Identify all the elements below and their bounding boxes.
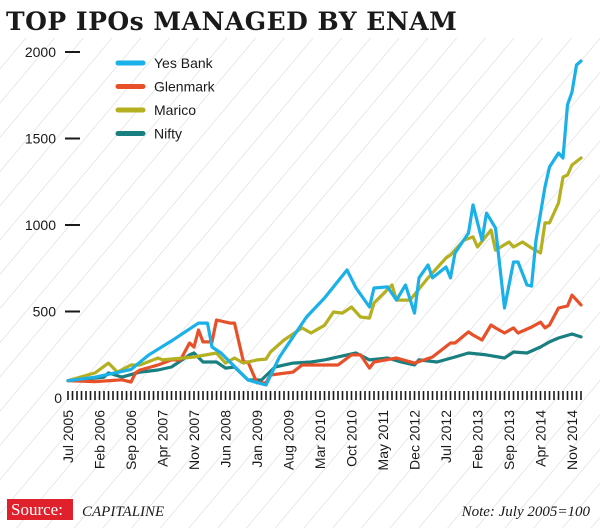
legend-label: Marico	[154, 102, 196, 118]
series-line-nifty	[66, 332, 583, 383]
x-axis: Jul 2005 Feb 2006 Sep 2006 Apr 2007 Nov 2007…	[60, 391, 582, 471]
source-badge	[7, 499, 73, 520]
x-tick-label: Sep 2006	[123, 410, 139, 470]
x-tick-label: Feb 2006	[92, 410, 108, 469]
x-tick-label: Nov 2014	[564, 410, 580, 470]
source-label: Source:	[11, 500, 63, 519]
legend: Yes Bank Glenmark Marico Nifty	[115, 55, 216, 142]
x-tick-label: Feb 2013	[470, 410, 486, 469]
series-line-yes-bank	[66, 59, 583, 387]
x-tick-label: Nov 2007	[186, 410, 202, 470]
y-tick-label: 2000	[25, 44, 56, 60]
footnote: Note: July 2005=100	[461, 504, 591, 520]
y-axis: 0 500 1000 1500 2000	[25, 44, 80, 406]
legend-label: Nifty	[154, 126, 182, 142]
y-tick-label: 1000	[25, 217, 56, 233]
x-tick-label: Sep 2013	[501, 410, 517, 470]
x-tick-label: Aug 2009	[281, 410, 297, 470]
x-tick-label: Jul 2005	[60, 410, 76, 463]
x-tick-label: Oct 2010	[344, 410, 360, 467]
legend-label: Glenmark	[154, 79, 216, 95]
series-lines	[66, 59, 583, 387]
y-tick-label: 500	[33, 304, 57, 320]
chart-title: TOP IPOs MANAGED BY ENAM	[6, 7, 457, 36]
x-tick-label: Dec 2012	[407, 410, 423, 470]
legend-label: Yes Bank	[154, 55, 214, 71]
series-line-marico	[66, 156, 583, 383]
x-tick-label: May 2011	[375, 410, 391, 471]
x-tick-label: Apr 2014	[533, 410, 549, 467]
hatch-background	[0, 38, 600, 528]
source-value: CAPITALINE	[82, 504, 164, 520]
x-tick-label: Jan 2009	[249, 410, 265, 468]
y-tick-label: 1500	[25, 131, 56, 147]
x-tick-label: Jun 2008	[218, 410, 234, 468]
footer: Source: CAPITALINE Note: July 2005=100	[7, 499, 590, 520]
y-tick-label: 0	[54, 390, 62, 406]
x-tick-label: Apr 2007	[155, 410, 171, 467]
x-tick-label: Mar 2010	[312, 410, 328, 469]
x-tick-label: Jul 2012	[438, 410, 454, 463]
